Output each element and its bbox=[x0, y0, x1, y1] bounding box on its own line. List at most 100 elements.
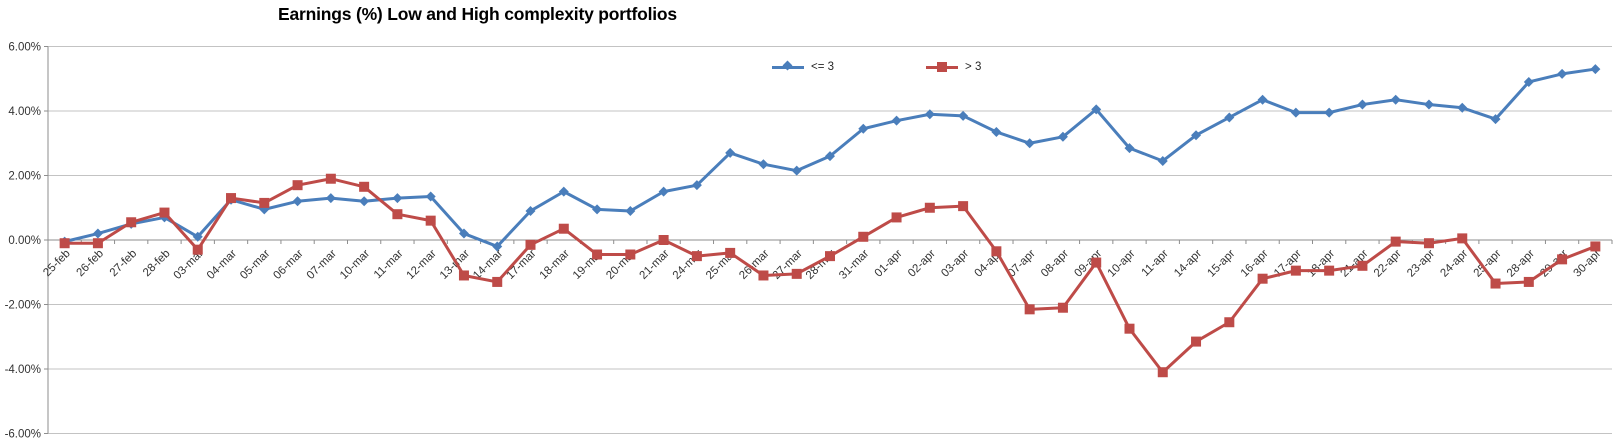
data-point-diamond bbox=[1390, 94, 1401, 105]
data-point-diamond bbox=[1590, 64, 1601, 75]
data-point-diamond bbox=[192, 231, 203, 242]
data-point-diamond bbox=[1523, 76, 1534, 87]
data-point-diamond bbox=[492, 241, 503, 252]
x-axis-label: 12-mar bbox=[405, 248, 439, 282]
data-point-diamond bbox=[1024, 138, 1035, 149]
series-line-high bbox=[63, 177, 1597, 374]
y-axis-label: -2.00% bbox=[5, 300, 41, 312]
data-point-square bbox=[458, 270, 469, 281]
data-point-diamond bbox=[791, 165, 802, 176]
data-point-square bbox=[858, 231, 869, 242]
data-point-diamond bbox=[1224, 112, 1235, 123]
x-axis-label: 25-feb bbox=[41, 248, 73, 280]
data-point-square bbox=[1490, 278, 1501, 289]
x-axis-label: 03-apr bbox=[939, 248, 971, 280]
data-point-diamond bbox=[1157, 155, 1168, 166]
data-point-square bbox=[1091, 257, 1102, 268]
data-point-square bbox=[1191, 336, 1202, 347]
x-axis-label: 07-mar bbox=[305, 248, 339, 282]
data-point-diamond bbox=[425, 191, 436, 202]
data-point-square bbox=[1390, 236, 1401, 247]
data-point-diamond bbox=[558, 186, 569, 197]
data-point-square bbox=[891, 212, 902, 223]
data-point-square bbox=[758, 270, 769, 281]
x-axis-label: 23-apr bbox=[1405, 248, 1437, 280]
x-axis-label: 01-apr bbox=[873, 248, 905, 280]
data-point-square bbox=[1557, 254, 1568, 265]
data-point-square bbox=[725, 247, 736, 258]
x-axis-label: 24-apr bbox=[1438, 248, 1470, 280]
x-axis-label: 21-mar bbox=[637, 248, 671, 282]
data-point-diamond bbox=[625, 205, 636, 216]
data-point-diamond bbox=[1191, 130, 1202, 141]
data-point-square bbox=[325, 173, 336, 184]
data-point-diamond bbox=[292, 196, 303, 207]
data-point-diamond bbox=[525, 205, 536, 216]
data-point-square bbox=[958, 201, 969, 212]
data-point-square bbox=[1290, 265, 1301, 276]
data-point-diamond bbox=[758, 159, 769, 170]
data-point-square bbox=[1024, 304, 1035, 315]
x-axis-label: 05-mar bbox=[238, 248, 272, 282]
data-point-diamond bbox=[1557, 68, 1568, 79]
data-point-diamond bbox=[359, 196, 370, 207]
x-axis-label: 22-apr bbox=[1372, 248, 1404, 280]
data-point-square bbox=[292, 180, 303, 191]
data-point-square bbox=[425, 215, 436, 226]
data-point-square bbox=[259, 197, 270, 208]
data-point-diamond bbox=[392, 193, 403, 204]
data-point-square bbox=[92, 238, 103, 249]
legend-label-high: > 3 bbox=[965, 61, 982, 73]
data-point-diamond bbox=[1490, 114, 1501, 125]
data-point-diamond bbox=[1423, 99, 1434, 110]
x-axis-label: 15-apr bbox=[1205, 248, 1237, 280]
y-axis-label: -4.00% bbox=[5, 364, 41, 376]
data-point-diamond bbox=[592, 204, 603, 215]
data-point-diamond bbox=[1057, 131, 1068, 142]
x-axis-label: 26-feb bbox=[74, 248, 106, 280]
x-axis-label: 14-apr bbox=[1172, 248, 1204, 280]
data-point-diamond bbox=[991, 126, 1002, 137]
data-point-diamond bbox=[1324, 107, 1335, 118]
data-point-square bbox=[791, 268, 802, 279]
y-axis-label: -6.00% bbox=[5, 429, 41, 441]
y-axis-label: 0.00% bbox=[8, 235, 41, 247]
data-point-square bbox=[525, 239, 536, 250]
data-point-diamond bbox=[458, 228, 469, 239]
data-point-diamond bbox=[1124, 143, 1135, 154]
data-point-diamond bbox=[1357, 99, 1368, 110]
data-point-square bbox=[658, 235, 669, 245]
data-point-square bbox=[1590, 241, 1601, 252]
data-point-square bbox=[1423, 238, 1434, 249]
data-point-diamond bbox=[691, 180, 702, 191]
legend-entry-high-complexity[interactable]: > 3 bbox=[926, 61, 981, 73]
data-point-square bbox=[691, 251, 702, 262]
chart-title: Earnings (%) Low and High complexity por… bbox=[278, 4, 677, 24]
data-point-square bbox=[359, 181, 370, 192]
data-point-square bbox=[825, 251, 835, 262]
x-axis-label: 31-mar bbox=[837, 248, 871, 282]
data-point-square bbox=[226, 193, 237, 204]
legend-entry-low-complexity[interactable]: <= 3 bbox=[772, 60, 834, 73]
y-axis-label: 4.00% bbox=[8, 106, 41, 118]
data-point-square bbox=[924, 202, 935, 213]
data-point-square bbox=[492, 276, 503, 287]
data-point-square bbox=[1224, 317, 1235, 328]
data-point-diamond bbox=[958, 110, 969, 121]
data-point-square bbox=[392, 209, 403, 220]
data-point-square bbox=[192, 244, 203, 255]
data-point-diamond bbox=[1257, 94, 1268, 105]
y-axis-label: 2.00% bbox=[8, 171, 41, 183]
x-axis-label: 11-mar bbox=[372, 248, 406, 282]
data-point-square bbox=[159, 207, 170, 218]
data-point-square bbox=[558, 223, 569, 234]
x-axis-label: 10-apr bbox=[1106, 248, 1138, 280]
data-point-diamond bbox=[858, 123, 869, 134]
x-axis-label: 11-apr bbox=[1139, 248, 1171, 280]
data-point-diamond bbox=[725, 147, 736, 158]
data-point-diamond bbox=[92, 228, 103, 239]
x-axis-label: 28-feb bbox=[141, 248, 173, 280]
data-point-square bbox=[1523, 276, 1534, 287]
data-point-square bbox=[1124, 323, 1135, 334]
